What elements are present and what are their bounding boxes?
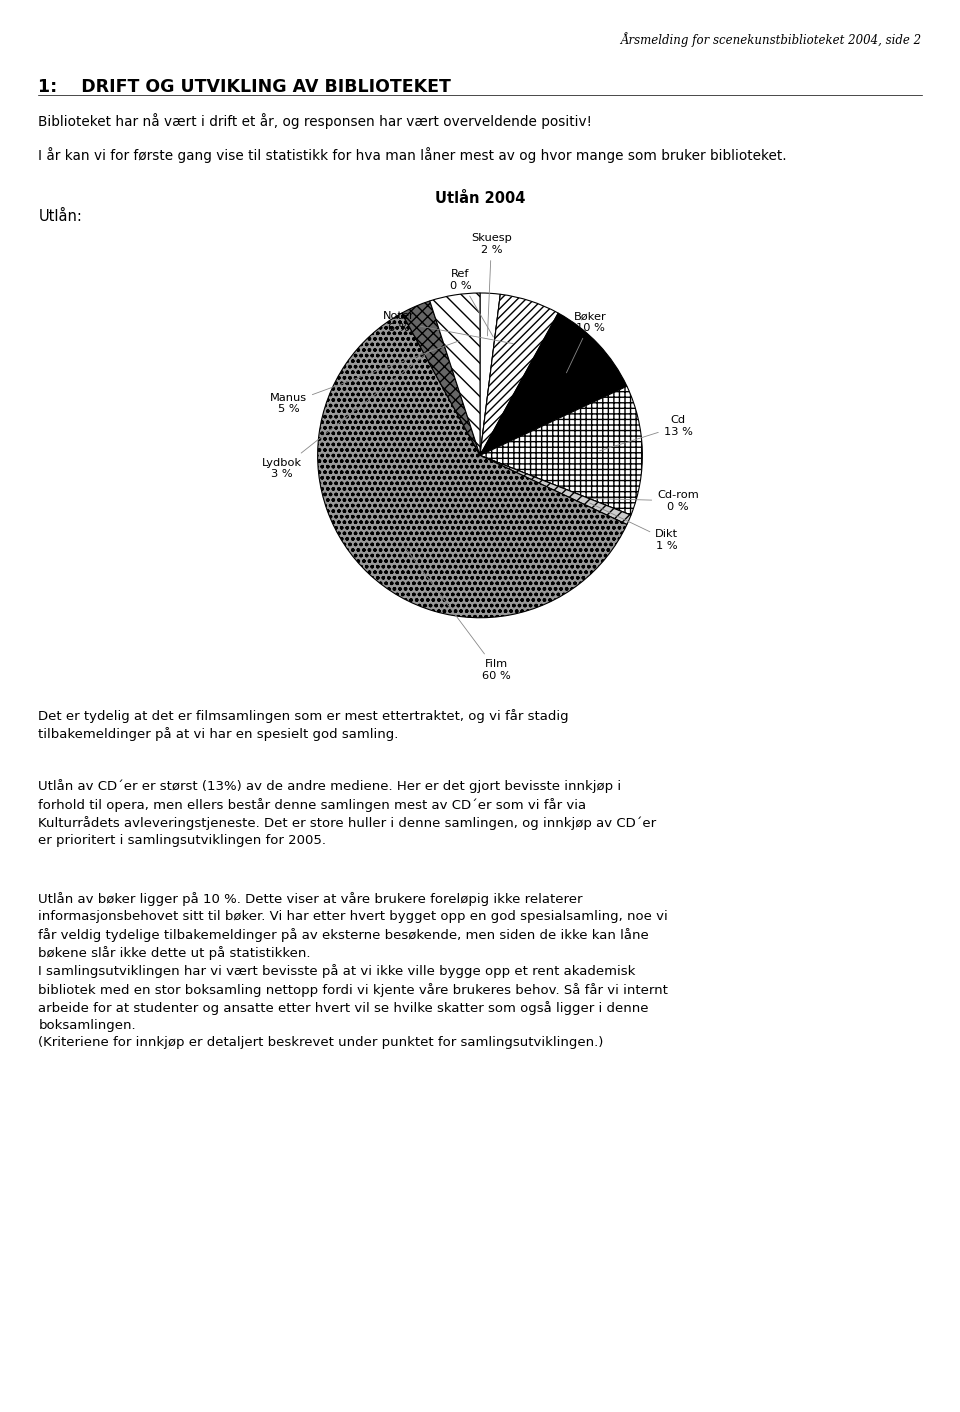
Text: Utlån av CD´er er størst (13%) av de andre mediene. Her er det gjort bevisste in: Utlån av CD´er er størst (13%) av de and… xyxy=(38,779,657,847)
Text: Det er tydelig at det er filmsamlingen som er mest ettertraktet, og vi får stadi: Det er tydelig at det er filmsamlingen s… xyxy=(38,709,569,741)
Text: Biblioteket har nå vært i drift et år, og responsen har vært overveldende positi: Biblioteket har nå vært i drift et år, o… xyxy=(38,113,592,128)
Text: Cd-rom
0 %: Cd-rom 0 % xyxy=(591,490,699,511)
Text: Utlån:: Utlån: xyxy=(38,209,83,225)
Wedge shape xyxy=(480,455,631,515)
Wedge shape xyxy=(480,292,500,455)
Text: Manus
5 %: Manus 5 % xyxy=(270,340,459,414)
Text: Dikt
1 %: Dikt 1 % xyxy=(589,503,679,551)
Text: Bøker
10 %: Bøker 10 % xyxy=(566,312,607,373)
Text: Lydbok
3 %: Lydbok 3 % xyxy=(262,350,431,479)
Wedge shape xyxy=(430,292,480,455)
Wedge shape xyxy=(480,294,500,455)
Wedge shape xyxy=(480,313,627,455)
Wedge shape xyxy=(402,301,480,455)
Text: 1:    DRIFT OG UTVIKLING AV BIBLIOTEKET: 1: DRIFT OG UTVIKLING AV BIBLIOTEKET xyxy=(38,78,451,96)
Wedge shape xyxy=(318,313,627,617)
Title: Utlån 2004: Utlån 2004 xyxy=(435,192,525,206)
Text: Ref
0 %: Ref 0 % xyxy=(449,270,493,337)
Text: Skuesp
2 %: Skuesp 2 % xyxy=(471,233,512,336)
Wedge shape xyxy=(480,387,642,515)
Text: Årsmelding for scenekunstbiblioteket 2004, side 2: Årsmelding for scenekunstbiblioteket 200… xyxy=(620,32,922,48)
Text: Film
60 %: Film 60 % xyxy=(401,542,511,681)
Text: I år kan vi for første gang vise til statistikk for hva man låner mest av og hvo: I år kan vi for første gang vise til sta… xyxy=(38,147,787,162)
Wedge shape xyxy=(480,294,558,455)
Wedge shape xyxy=(480,455,631,524)
Text: Noter
6 %: Noter 6 % xyxy=(383,312,514,343)
Text: Cd
13 %: Cd 13 % xyxy=(599,415,692,450)
Text: Utlån av bøker ligger på 10 %. Dette viser at våre brukere foreløpig ikke relate: Utlån av bøker ligger på 10 %. Dette vis… xyxy=(38,892,668,1049)
